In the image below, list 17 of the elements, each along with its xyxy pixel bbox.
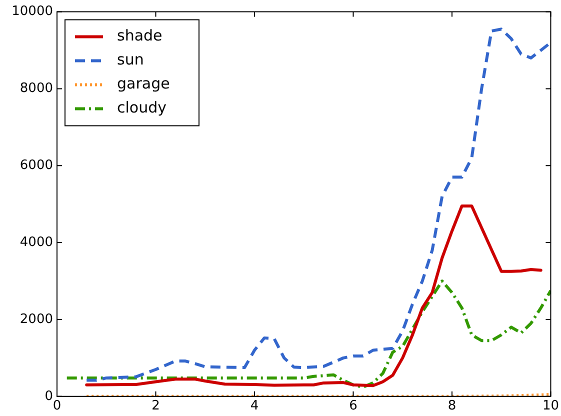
x-tick-label: 2 [152, 398, 160, 414]
y-tick-label: 6000 [20, 158, 53, 174]
y-tick-label: 0 [44, 388, 53, 404]
y-tick-label: 2000 [20, 312, 53, 327]
x-tick-label: 6 [349, 398, 358, 414]
x-tick-label: 8 [448, 398, 456, 414]
x-tick-label: 4 [250, 398, 259, 414]
legend-label: garage [117, 74, 170, 93]
y-tick-label: 8000 [20, 81, 53, 96]
line-series [85, 28, 551, 382]
legend-label: cloudy [117, 98, 167, 117]
legend-label: sun [117, 50, 144, 69]
y-tick-label: 10000 [12, 4, 53, 20]
y-tick-label: 4000 [20, 234, 53, 250]
legend-label: shade [117, 26, 162, 45]
x-tick-label: 10 [542, 398, 559, 414]
line-series [65, 280, 551, 389]
